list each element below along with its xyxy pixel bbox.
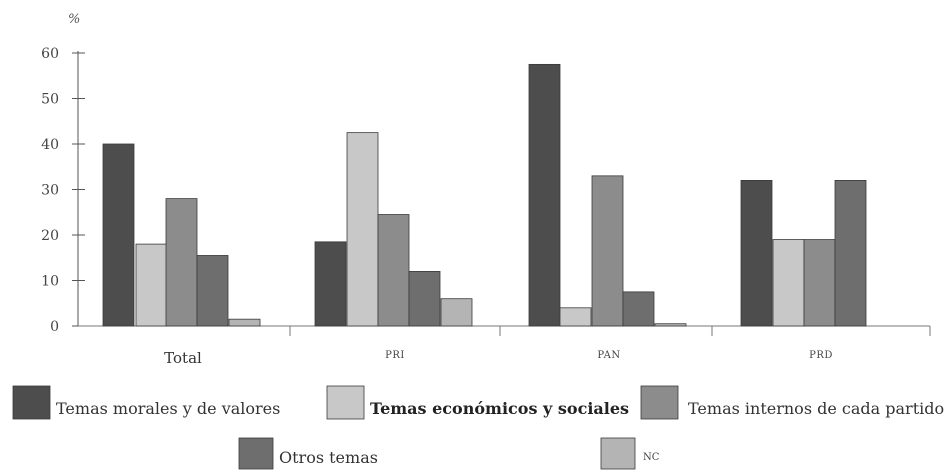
bar-pri-series-3	[377, 214, 410, 327]
y-tick-label: 10	[41, 274, 59, 290]
y-tick-label: 60	[41, 46, 59, 62]
y-tick-label: 40	[41, 137, 59, 153]
bar-pri-series-1	[314, 241, 347, 327]
bar-prd-series-3	[803, 239, 836, 327]
bar-prd-series-1	[740, 179, 773, 327]
legend-label-2: Temas económicos y sociales	[370, 399, 629, 418]
legend-swatch-1	[12, 385, 51, 420]
bar-total-series-3	[165, 198, 198, 327]
bar-total-series-4	[196, 255, 229, 327]
y-unit-label: %	[68, 12, 80, 27]
x-axis	[78, 325, 931, 336]
bar-total-series-5	[228, 318, 261, 327]
bar-pan-series-4	[622, 291, 655, 327]
legend-label-1: Temas morales y de valores	[56, 399, 280, 418]
legend-label-4: Otros temas	[279, 448, 378, 467]
bar-total-series-2	[135, 243, 168, 327]
bar-pan-series-1	[528, 63, 561, 327]
legend-label-5: NC	[643, 452, 660, 463]
category-label-total: Total	[164, 349, 202, 367]
bar-total-series-1	[102, 143, 135, 327]
bar-pri-series-5	[440, 298, 473, 327]
legend: Temas morales y de valores Temas económic…	[12, 385, 944, 470]
y-tick-label: 50	[41, 92, 59, 108]
bar-pan-series-3	[591, 175, 624, 327]
bar-pri-series-2	[346, 132, 379, 327]
bars	[102, 63, 867, 327]
category-label-pan: PAN	[597, 350, 620, 361]
legend-swatch-5	[600, 437, 636, 470]
category-labels: Total PRI PAN PRD	[164, 349, 833, 367]
y-tick-label: 0	[50, 319, 59, 335]
legend-swatch-2	[326, 385, 365, 420]
legend-swatch-3	[640, 385, 679, 420]
bar-pan-series-5	[654, 323, 687, 327]
bar-pan-series-2	[559, 307, 592, 327]
y-tick-label: 30	[41, 183, 59, 199]
legend-label-3: Temas internos de cada partido	[688, 399, 944, 418]
bar-prd-series-4	[834, 179, 867, 327]
category-label-prd: PRD	[809, 350, 833, 361]
bar-prd-series-2	[772, 239, 805, 327]
category-label-pri: PRI	[385, 350, 405, 361]
y-tick-label: 20	[41, 228, 59, 244]
y-axis: 0 10 20 30 40 50 60	[41, 46, 85, 335]
legend-swatch-4	[238, 437, 274, 470]
bar-pri-series-4	[408, 270, 441, 327]
